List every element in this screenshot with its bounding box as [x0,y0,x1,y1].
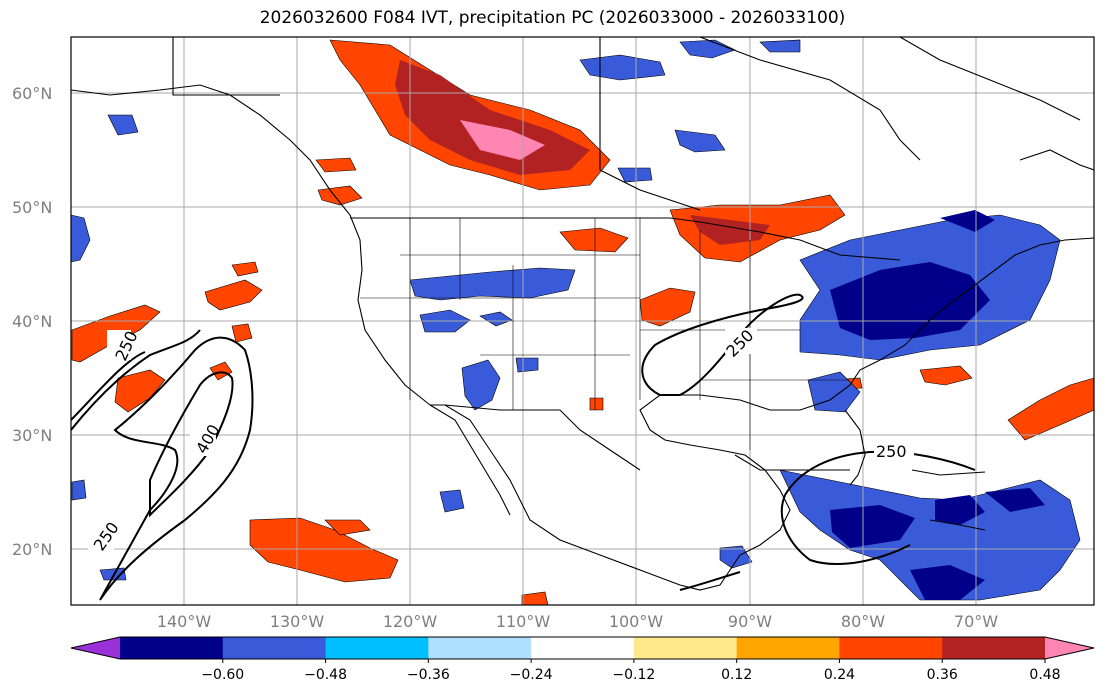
colorbar-extend-low [71,637,120,659]
colorbar-segment [633,637,738,659]
lat-tick-label: 40°N [12,312,52,331]
colorbar-tick-label: −0.60 [201,667,244,683]
latitude-tick-labels: 60°N 50°N 40°N 30°N 20°N [12,84,52,559]
colorbar-segment [428,637,532,659]
lon-tick-label: 100°W [609,612,664,631]
lon-tick-label: 70°W [954,612,998,631]
colorbar-tick-label: 0.12 [721,667,752,683]
lat-tick-label: 60°N [12,84,52,103]
colorbar-tick-labels: −0.60 −0.48 −0.36 −0.24 −0.12 0.12 0.24 0.36 0.4… [201,659,1061,683]
colorbar-segment [325,637,429,659]
lon-tick-label: 80°W [841,612,885,631]
lon-tick-label: 120°W [383,612,438,631]
colorbar-tick-label: 0.48 [1029,667,1060,683]
colorbar-tick-label: −0.24 [510,667,553,683]
colorbar-tick-label: −0.36 [407,667,450,683]
colorbar-outline [70,636,1095,660]
colorbar-tick-label: 0.24 [824,667,855,683]
lon-tick-label: 140°W [157,612,212,631]
colorbar [70,636,1095,660]
lat-tick-label: 30°N [12,426,52,445]
lat-tick-label: 20°N [12,540,52,559]
longitude-tick-labels: 140°W 130°W 120°W 110°W 100°W 90°W 80°W … [157,612,998,631]
map-frame [70,36,1095,606]
colorbar-segment [839,637,943,659]
colorbar-segment [222,637,327,659]
map-title: 2026032600 F084 IVT, precipitation PC (2… [259,8,846,28]
coastlines-and-borders [71,37,1094,591]
lon-tick-label: 110°W [496,612,551,631]
lon-tick-label: 90°W [728,612,772,631]
colorbar-segment [736,637,840,659]
colorbar-extend-high [1045,637,1094,659]
colorbar-segment [942,637,1046,659]
colorbar-tick-label: 0.36 [927,667,958,683]
lat-tick-label: 50°N [12,198,52,217]
colorbar-segment [531,637,635,659]
colorbar-tick-label: −0.48 [304,667,347,683]
negative-precip-anomaly-patches [71,39,1081,601]
colorbar-tick-label: −0.12 [612,667,655,683]
state-borders [360,218,850,450]
colorbar-segment [120,637,224,659]
lon-tick-label: 130°W [270,612,325,631]
contour-label-250-gulf: 250 [876,442,907,461]
